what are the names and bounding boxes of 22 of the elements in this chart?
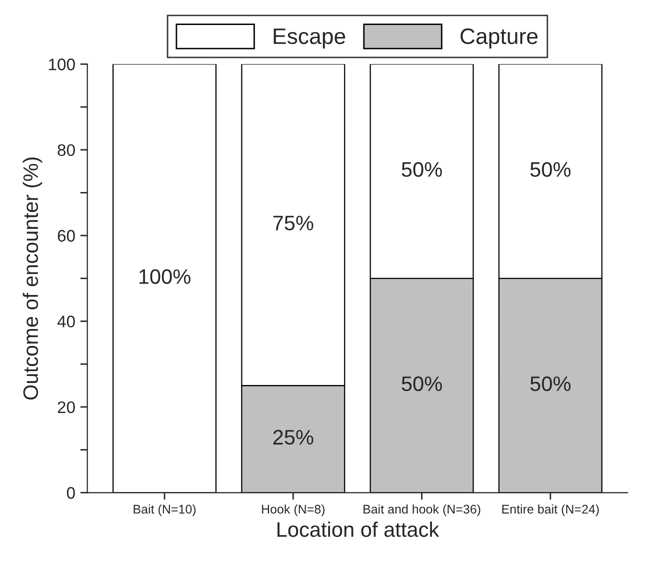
x-tick-label: Bait and hook (N=36)	[364, 504, 480, 516]
legend-label: Capture	[460, 28, 538, 49]
y-axis-title: Outcome of encounter (%)	[22, 158, 42, 400]
data-label: 50%	[530, 376, 571, 392]
data-label: 50%	[402, 376, 442, 392]
data-label: 50%	[402, 162, 442, 177]
legend-label: Escape	[274, 28, 346, 49]
x-axis-title: Location of attack	[278, 522, 440, 537]
data-label: 100%	[139, 269, 190, 284]
x-tick-label: Entire bait (N=24)	[502, 504, 599, 516]
y-tick-label: 100	[49, 58, 75, 70]
y-tick-label: 80	[58, 144, 75, 156]
bar	[112, 64, 217, 493]
y-tick-label: 60	[58, 230, 75, 242]
x-tick-label: Hook (N=8)	[262, 504, 325, 516]
y-tick-label: 0	[66, 487, 75, 499]
y-tick-label: 20	[58, 401, 75, 414]
data-label: 25%	[273, 430, 314, 445]
y-tick-label: 40	[57, 316, 75, 328]
data-label: 50%	[530, 162, 571, 177]
data-label: 75%	[273, 216, 314, 230]
x-tick-label: Bait (N=10)	[134, 504, 196, 516]
